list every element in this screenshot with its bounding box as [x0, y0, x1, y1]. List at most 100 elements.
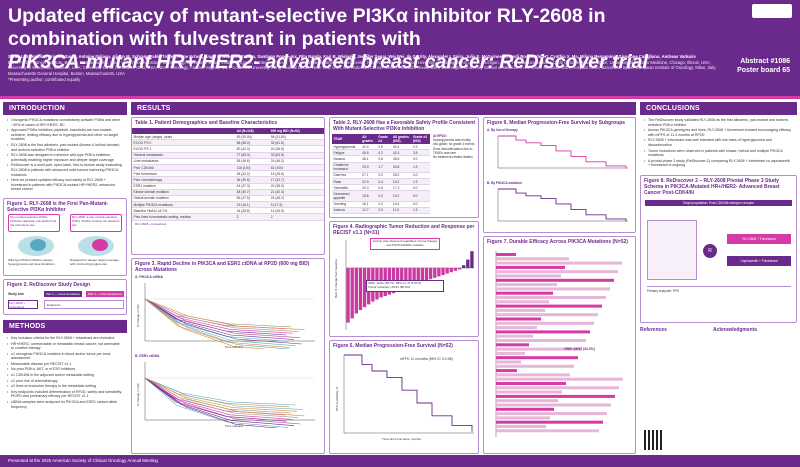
waterfall-bar — [441, 268, 445, 275]
acknowledgments-heading: Acknowledgments — [712, 326, 758, 333]
waterfall-bar — [395, 268, 400, 292]
references-block: References Acknowledgments — [640, 327, 797, 333]
table-2-note: No treatment-related deaths — [433, 155, 473, 160]
ctdna-esr1-chart: Time (weeks) % change in VAF — [136, 362, 315, 431]
ctdna-line — [144, 298, 301, 338]
title-line-2: PIK3CA-mutant HR+/HER2- advanced breast … — [8, 51, 648, 73]
table-cell: 34 (28.8) — [235, 207, 270, 215]
table-row: Diarrhea 27.1 0.0 25.0 0.0 — [332, 172, 430, 179]
table-cell: Visceral metastases — [132, 152, 236, 159]
swimmer-bar — [496, 403, 611, 407]
table-row: Fatigue 45.8 4.2 42.3 3.8 — [332, 149, 430, 157]
table-cell: 19.2 — [391, 190, 412, 202]
waterfall-bar — [416, 268, 420, 284]
table-cell: Anemia — [332, 207, 361, 214]
table-cell: ECOG PS 1 — [132, 145, 236, 153]
results-heading: RESULTS — [131, 102, 636, 115]
qr-code[interactable] — [644, 430, 664, 450]
figure-1-left-label: Non-mutant-selective PI3Kα inhibitors (a… — [8, 213, 60, 232]
figure-3-title: Figure 3. Rapid Decline in PIK3CA and ES… — [135, 261, 310, 273]
table-cell: 48 (40.7) — [235, 189, 270, 196]
swimmer-bar — [496, 420, 603, 424]
table-cell: 0.0 — [411, 184, 430, 192]
table-cell: 0.0 — [411, 172, 430, 179]
ctdna-line — [144, 298, 296, 347]
table-row: Anemia 12.7 2.5 11.5 1.9 — [332, 207, 430, 214]
table-cell: ESR1 mutation — [132, 183, 236, 190]
table-header-cell: All grades (600) — [391, 134, 412, 144]
table-cell: 18.6 — [360, 190, 377, 202]
table-cell: 0.0 — [411, 190, 430, 202]
table-row: Nausea 38.1 0.8 36.5 0.0 — [332, 155, 430, 163]
table-cell: 9 (17.3) — [269, 201, 324, 209]
poster-title: Updated efficacy of mutant-selective PI3… — [8, 5, 708, 74]
table-cell: 21 (40.4) — [269, 189, 324, 196]
table-cell: Liver metastases — [132, 158, 236, 165]
column-1: INTRODUCTION Oncogenic PIK3CA mutations … — [3, 102, 127, 413]
km-curve — [498, 188, 627, 222]
table-cell: 68 (58.0) — [235, 139, 270, 147]
methods-bullet: No prior PI3Kα, AKT, or mTOR inhibitors — [7, 367, 123, 372]
table-cell: Kinase domain mutation — [132, 189, 236, 196]
table-cell: Vomiting — [332, 201, 361, 208]
waterfall-bar — [412, 268, 416, 286]
swimmer-bar — [496, 296, 606, 299]
waterfall-bar — [358, 268, 363, 310]
ctdna-line — [144, 298, 304, 351]
methods-bullet: ctDNA samples were analyzed for PIK3CA a… — [7, 400, 123, 409]
y-axis-label: PFS probability, % — [335, 386, 339, 411]
table-cell: 1.9 — [411, 207, 430, 214]
table-cell: 50 (42.0) — [235, 145, 270, 153]
ctdna-line — [144, 377, 293, 420]
figure-1-right-label: RLY-2608: a pan-mutant-selective PI3Kα i… — [70, 213, 122, 232]
table-row: Kinase domain mutation 48 (40.7) 21 (40.4) — [132, 189, 324, 196]
table-cell: 12.7 — [360, 207, 377, 214]
ctdna-line — [144, 377, 296, 406]
figure-6: Figure 6. Median Progression-Free Surviv… — [483, 117, 636, 233]
methods-bullet: HR+/HER2- unresectable or metastatic bre… — [7, 342, 123, 351]
figure-1-bottom-left: Wild-type PI3Kα inhibition causes hyperg… — [8, 257, 55, 266]
table-cell: 25.0 — [391, 172, 412, 179]
km-curve — [344, 354, 473, 432]
swimmer-bar — [496, 399, 558, 403]
table-cell: 2.5 — [376, 207, 392, 214]
ctdna-line — [144, 377, 289, 428]
table-cell: 33 (63.5) — [269, 152, 324, 159]
ctdna-line — [144, 298, 299, 332]
swimmer-bar — [496, 253, 516, 256]
swimmer-bar — [496, 257, 569, 261]
table-row: Decreased appetite 18.6 0.0 19.2 0.0 — [332, 190, 430, 202]
figure-4-results-box: ORR: 12/31 (38.7%; 95% CI: 21.8-57.8) Tu… — [366, 280, 444, 292]
ctdna-line — [144, 298, 298, 353]
table-row: Prior lines in metastatic setting, media… — [132, 213, 324, 221]
methods-bullet: ≥1 oncogenic PIK3CA mutation in blood an… — [7, 352, 123, 361]
table-cell: 14 (26.9) — [269, 207, 324, 215]
safety-table: TEAE All grades Grade ≥3 All grades (600) Gr… — [332, 134, 430, 214]
swimmer-bar — [496, 291, 553, 295]
table-cell: 0.0 — [376, 201, 392, 208]
figure-2-part1: Part 1 — Dose Escalation — [44, 290, 82, 297]
figure-4: Figure 4. Radiographic Tumor Reduction a… — [329, 221, 479, 337]
table-row: Median age (range), years 59 (30-84) 58 (3… — [132, 134, 324, 141]
table-header-cell: TEAE — [332, 134, 361, 144]
table-header-cell: All grades — [360, 134, 377, 144]
ctdna-pik3ca-chart: Time (weeks) % change in VAF — [136, 283, 315, 353]
x-axis-label: Time since first dose, months — [382, 437, 421, 441]
table-cell: 38 (32.2) — [235, 170, 270, 178]
table-cell: Fatigue — [332, 149, 361, 157]
table-cell: Prior fulvestrant — [132, 170, 236, 178]
table-cell: Nausea — [332, 155, 361, 163]
figure-2-study-arm: Study Arm — [8, 291, 24, 296]
table-row: Hyperglycemia 42.4 2.5 40.4 1.9 — [332, 144, 430, 151]
swimmer-bar — [496, 356, 578, 360]
table-1-col-header: RLY-2608 + Fulvestrant — [135, 221, 167, 226]
table-row: Baseline HbA1c ≥5.7% 34 (28.8) 14 (26.9) — [132, 207, 324, 215]
table-cell: 36.5 — [391, 155, 412, 163]
title-line-1: Updated efficacy of mutant-selective PI3… — [8, 5, 606, 50]
figure-6-panel-b: B. By PIK3CA mutation — [487, 181, 522, 185]
swimmer-bar — [496, 343, 529, 347]
swimmer-bar — [496, 265, 565, 269]
figure-3-panel-a: A. PIK3CA ctDNA — [135, 275, 163, 279]
table-cell: 44 (37.3) — [235, 183, 270, 190]
